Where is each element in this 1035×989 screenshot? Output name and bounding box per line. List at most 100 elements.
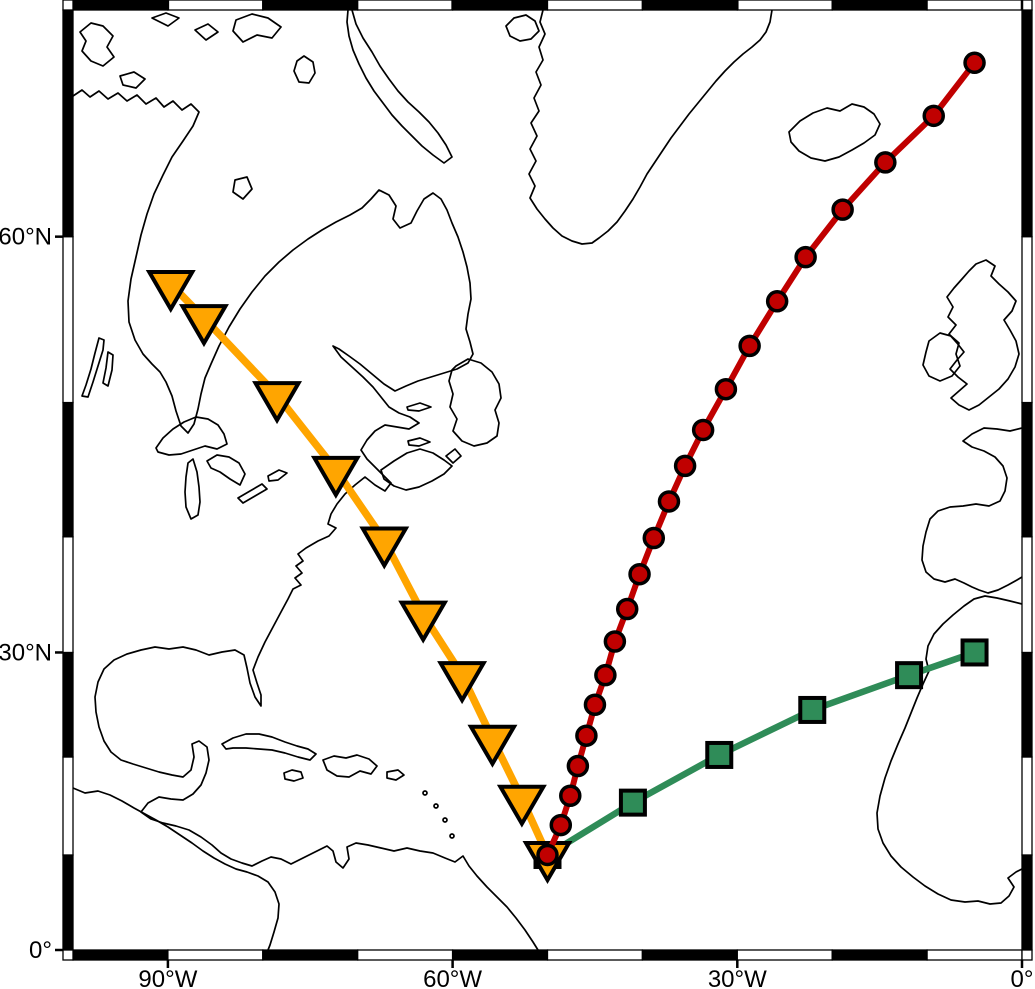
frame-segment-top xyxy=(357,0,454,11)
frame-segment-bottom xyxy=(736,949,833,961)
circle-marker xyxy=(583,693,607,716)
coastline-arctic-islet-2 xyxy=(194,23,219,41)
coastline-hispaniola xyxy=(322,754,378,778)
frame-segment-left xyxy=(62,236,74,404)
inverted-triangle-marker xyxy=(496,784,547,828)
circle-marker xyxy=(874,151,897,174)
x-tick-label: 30°W xyxy=(708,966,767,989)
frame-segment-left xyxy=(62,9,74,238)
coastline-nova-scotia xyxy=(380,448,453,491)
inverted-triangle-marker xyxy=(467,724,518,768)
tracks xyxy=(145,51,989,884)
frame-segment-top xyxy=(451,0,549,11)
frame-segment-left xyxy=(62,401,74,538)
x-tick-label: 90°W xyxy=(138,966,197,989)
inverted-triangle-marker xyxy=(398,600,449,644)
frame-segment-top xyxy=(72,0,169,11)
y-tick-label: 30°N xyxy=(0,639,52,666)
circle-marker xyxy=(794,245,817,269)
square-marker xyxy=(798,695,827,724)
frame-segment-right xyxy=(1021,756,1033,856)
inverted-triangle-marker xyxy=(178,304,229,348)
coastline-antilles-3 xyxy=(442,817,448,823)
frame-segment-bottom xyxy=(167,949,264,961)
inverted-triangle-marker xyxy=(252,381,303,425)
circle-marker xyxy=(615,597,639,621)
coastline-anticosti xyxy=(406,402,432,412)
frame-segment-left xyxy=(62,756,74,856)
coastline-antilles-2 xyxy=(433,803,439,809)
coastline-lake-winnipeg-2 xyxy=(102,351,114,387)
coastline-africa xyxy=(876,595,1023,905)
frame-segment-top xyxy=(641,0,738,11)
frame-segment-bottom xyxy=(926,949,1023,961)
frame-segment-bottom xyxy=(357,949,454,961)
frame-corner xyxy=(62,949,74,961)
circle-marker xyxy=(575,724,598,747)
inverted-triangle-marker xyxy=(310,455,361,499)
circle-marker xyxy=(642,526,666,550)
frame-corner xyxy=(1021,0,1033,11)
circle-marker xyxy=(963,51,986,75)
x-tick-label: 0° xyxy=(1011,966,1034,989)
coastline-greenland-west-blob xyxy=(505,14,540,42)
coastline-antilles-4 xyxy=(449,833,455,839)
frame-segment-left xyxy=(62,536,74,654)
y-tick-label: 60°N xyxy=(0,224,52,251)
coastline-puerto-rico xyxy=(386,769,405,781)
coastline-newfoundland xyxy=(448,358,502,447)
coastline-prince-edward-island xyxy=(407,437,431,447)
coastline-jamaica xyxy=(283,769,304,782)
circle-marker xyxy=(673,454,697,478)
square-marker xyxy=(618,788,647,817)
frame-segment-right xyxy=(1021,236,1033,404)
square-marker xyxy=(960,638,989,667)
coastline-arctic-island xyxy=(232,13,282,43)
coastline-iceland xyxy=(788,103,881,162)
inverted-triangle-marker xyxy=(359,526,410,570)
frame-corner xyxy=(1021,949,1033,961)
frame-corner xyxy=(62,0,74,11)
coastline-lake-huron xyxy=(206,454,246,486)
coastline-arctic-islet-1 xyxy=(151,12,180,27)
coastline-britain xyxy=(946,259,1020,411)
coastline-lake-erie xyxy=(237,483,268,504)
circle-marker xyxy=(714,377,738,401)
circle-marker xyxy=(603,630,627,653)
coastlines xyxy=(72,9,1023,951)
frame-segment-right xyxy=(1021,651,1033,758)
coastline-baffin-island xyxy=(346,9,453,164)
coastline-mansel-island xyxy=(232,176,253,200)
coastline-cuba xyxy=(221,733,317,761)
circle-marker xyxy=(594,663,617,687)
frame-segment-left xyxy=(62,854,74,951)
square-marker xyxy=(705,740,734,769)
circle-marker xyxy=(922,104,945,128)
frame-segment-top xyxy=(831,0,928,11)
frame-segment-bottom xyxy=(546,949,644,961)
coastline-antilles-1 xyxy=(422,790,428,796)
frame-segment-right xyxy=(1021,536,1033,654)
frame-segment-right xyxy=(1021,9,1033,238)
frame-segment-left xyxy=(62,651,74,758)
coastline-ireland xyxy=(922,332,961,382)
frame-segment-top xyxy=(546,0,644,11)
frame-segment-top xyxy=(167,0,264,11)
circle-marker xyxy=(566,754,590,778)
coastline-cape-breton xyxy=(445,448,462,464)
circle-marker xyxy=(549,813,573,837)
coastline-north-america xyxy=(72,89,539,951)
circle-marker xyxy=(657,490,681,513)
frame-segment-top xyxy=(262,0,359,11)
orange-triangle-track-line xyxy=(166,280,552,859)
track-red-circle-track xyxy=(536,51,986,867)
inverted-triangle-marker xyxy=(145,269,196,313)
coastline-lake-michigan xyxy=(184,458,201,520)
frame-segment-bottom xyxy=(641,949,738,961)
x-tick-label: 60°W xyxy=(423,966,482,989)
y-tick-label: 0° xyxy=(29,937,52,964)
frame-segment-right xyxy=(1021,854,1033,951)
